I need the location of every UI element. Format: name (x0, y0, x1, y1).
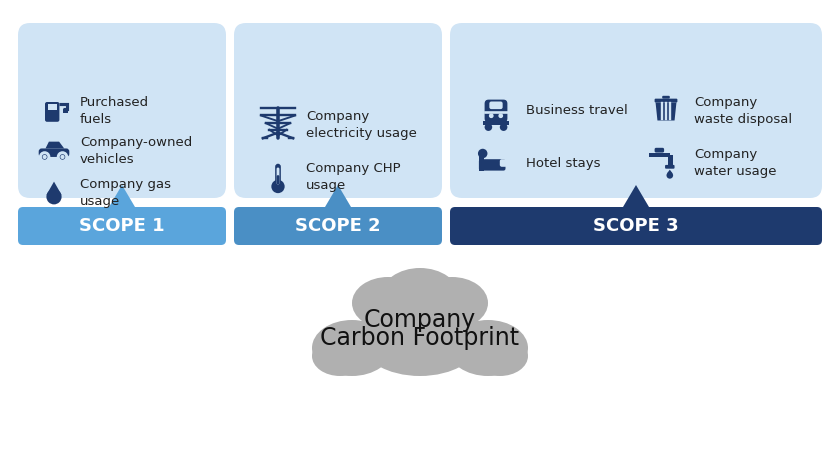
Ellipse shape (360, 304, 480, 376)
Text: Company
water usage: Company water usage (694, 148, 776, 178)
FancyBboxPatch shape (450, 23, 822, 198)
Bar (483, 122, 509, 125)
FancyBboxPatch shape (234, 207, 442, 245)
Bar (668, 156, 673, 167)
Circle shape (500, 123, 507, 131)
Ellipse shape (472, 336, 528, 376)
Text: SCOPE 3: SCOPE 3 (593, 217, 679, 235)
Bar (48, 104, 57, 110)
Text: SCOPE 1: SCOPE 1 (79, 217, 165, 235)
FancyBboxPatch shape (665, 165, 675, 169)
Text: Hotel stays: Hotel stays (526, 157, 601, 169)
Text: Company CHP
usage: Company CHP usage (306, 162, 401, 192)
Text: Company
electricity usage: Company electricity usage (306, 110, 417, 140)
Text: Company-owned
vehicles: Company-owned vehicles (80, 136, 192, 166)
FancyBboxPatch shape (654, 99, 677, 103)
Ellipse shape (416, 277, 488, 329)
Bar (649, 153, 669, 158)
Circle shape (666, 172, 673, 179)
FancyBboxPatch shape (45, 102, 60, 122)
FancyBboxPatch shape (479, 159, 506, 171)
Polygon shape (623, 185, 649, 207)
Ellipse shape (448, 320, 528, 376)
Circle shape (40, 153, 49, 161)
Polygon shape (45, 141, 64, 149)
Text: Company
waste disposal: Company waste disposal (694, 96, 792, 126)
Bar (479, 154, 484, 171)
Ellipse shape (381, 268, 459, 324)
FancyBboxPatch shape (276, 164, 281, 186)
FancyBboxPatch shape (18, 207, 226, 245)
FancyBboxPatch shape (450, 207, 822, 245)
Text: Company gas
usage: Company gas usage (80, 178, 171, 208)
FancyBboxPatch shape (490, 102, 502, 109)
Circle shape (60, 155, 65, 159)
Circle shape (43, 155, 47, 159)
Ellipse shape (312, 336, 368, 376)
Text: Business travel: Business travel (526, 105, 627, 117)
Text: Carbon Footprint: Carbon Footprint (320, 326, 520, 350)
Circle shape (271, 180, 285, 193)
Polygon shape (667, 170, 673, 174)
Polygon shape (46, 182, 61, 195)
Text: SCOPE 2: SCOPE 2 (295, 217, 381, 235)
Ellipse shape (352, 277, 424, 329)
FancyBboxPatch shape (39, 149, 69, 157)
FancyBboxPatch shape (654, 148, 664, 153)
Text: Company: Company (364, 308, 476, 332)
FancyBboxPatch shape (485, 100, 507, 123)
FancyBboxPatch shape (234, 23, 442, 198)
FancyBboxPatch shape (18, 23, 226, 198)
Circle shape (478, 149, 487, 158)
Circle shape (46, 189, 61, 204)
Circle shape (489, 114, 494, 118)
Circle shape (485, 123, 492, 131)
Ellipse shape (312, 320, 392, 376)
Circle shape (58, 153, 66, 161)
FancyBboxPatch shape (276, 175, 280, 184)
Polygon shape (655, 103, 676, 121)
Polygon shape (109, 185, 135, 207)
Bar (63, 109, 67, 113)
Circle shape (498, 114, 503, 118)
FancyBboxPatch shape (276, 167, 280, 184)
FancyBboxPatch shape (662, 96, 669, 99)
FancyBboxPatch shape (500, 159, 507, 167)
Polygon shape (325, 185, 351, 207)
Text: Purchased
fuels: Purchased fuels (80, 96, 150, 126)
